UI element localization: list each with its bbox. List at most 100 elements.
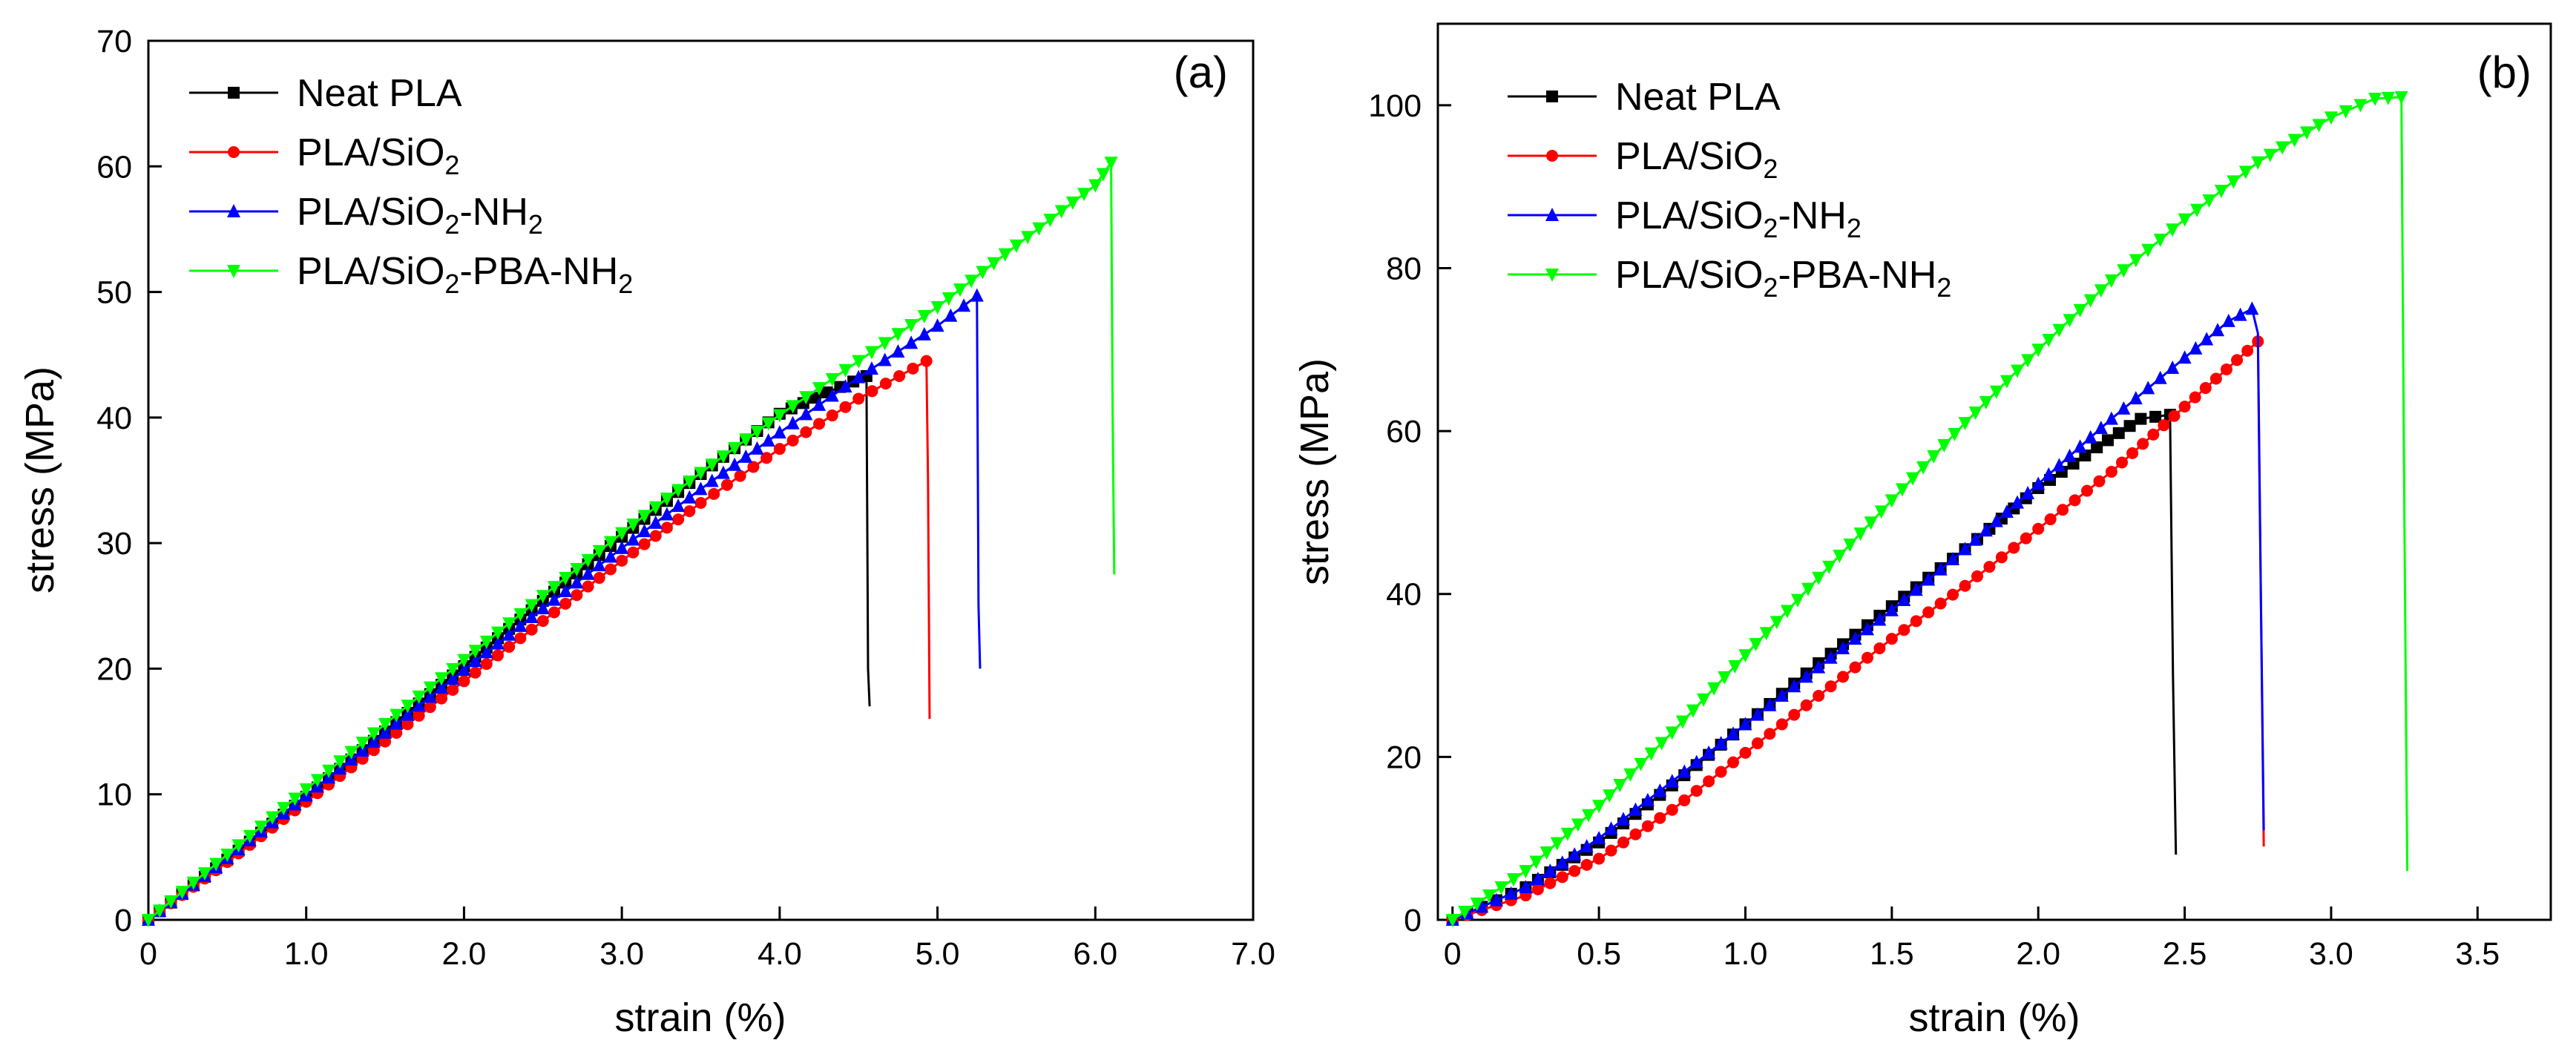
y-tick-label: 50: [96, 275, 132, 311]
panel-a-pla-sio2-pba-nh2-point: [435, 672, 449, 686]
y-tick-label: 80: [1386, 251, 1422, 286]
panel-a-pla-sio2-nh2-point: [694, 481, 708, 496]
panel-b-pla-sio2-pba-nh2-point: [1874, 505, 1888, 519]
panel-a-pla-sio2-point: [401, 718, 414, 731]
panel-b-chart: (b) strain (%) stress (MPa) 0 0.5 1.0 1.5 2.…: [1292, 22, 2552, 1040]
panel-a-pla-sio2-point: [436, 692, 448, 705]
panel-b-pla-sio2-nh2-point: [1629, 802, 1643, 816]
x-tick-label: 3.0: [599, 936, 644, 972]
panel-a-pla-sio2-pba-nh2-point: [1077, 188, 1091, 202]
panel-a-pla-sio2-pba-nh2-point: [390, 708, 404, 723]
panel-b-pla-sio2-point: [1813, 690, 1825, 702]
panel-b-pla-sio2-point: [2137, 438, 2149, 450]
panel-b-legend-marker-neat-pla: [1546, 90, 1558, 102]
panel-a-pla-sio2-pba-nh2-point: [864, 346, 878, 360]
panel-b-pla-sio2-nh2-point: [2178, 350, 2192, 364]
panel-a-pla-sio2-point: [813, 418, 826, 430]
panel-b-pla-sio2-nh2-point: [1775, 688, 1789, 702]
panel-a-pla-sio2-pba-nh2-point: [164, 895, 178, 909]
x-tick-label: 1.0: [284, 936, 329, 972]
panel-b-pla-sio2-pba-nh2-point: [2073, 303, 2087, 317]
panel-b-pla-sio2-pba-nh2-point: [1470, 898, 1484, 912]
panel-b-pla-sio2-pba-nh2-point: [1529, 855, 1543, 869]
panel-a-pla-sio2-pba-nh2-point: [825, 372, 839, 386]
panel-a-pla-sio2-nh2-point: [479, 645, 493, 659]
panel-b-pla-sio2-point: [1971, 570, 1983, 582]
panel-b-pla-sio2-point: [2178, 401, 2191, 413]
panel-a-pla-sio2-point: [920, 355, 933, 367]
panel-b-pla-sio2-point: [1898, 624, 1910, 636]
panel-a-pla-sio2-pba-nh2-point: [592, 544, 606, 559]
panel-a-pla-sio2-nh2-point: [637, 524, 651, 538]
x-tick-label: 1.0: [1724, 936, 1768, 972]
panel-b-series-layer: [1445, 90, 2409, 927]
panel-b-pla-sio2-pba-nh2-point: [2021, 354, 2035, 368]
panel-a-pla-sio2-pba-nh2-point: [930, 300, 944, 315]
panel-b-pla-sio2-pba-nh2-point: [1885, 494, 1899, 508]
panel-a-pla-sio2-nh2-point: [648, 515, 663, 529]
panel-a-pla-sio2-point: [720, 478, 733, 491]
panel-a-pla-sio2-pba-nh2-point: [683, 475, 697, 489]
panel-a-pla-sio2-point: [593, 572, 605, 585]
panel-b-pla-sio2-nh2-point: [2011, 495, 2025, 509]
panel-b-pla-sio2-nh2-point: [2000, 504, 2014, 519]
panel-a-pla-sio2-pba-nh2-point: [998, 248, 1012, 262]
panel-b-pla-sio2-nh2-point: [2042, 467, 2056, 481]
panel-a-pla-sio2-nh2-point: [716, 465, 730, 479]
panel-a-pla-sio2-nh2-point: [838, 379, 852, 393]
panel-a-pla-sio2-nh2-point: [525, 610, 539, 624]
panel-a-pla-sio2-nh2-point: [917, 326, 931, 340]
panel-b-pla-sio2-nh2-point: [1640, 792, 1655, 806]
panel-b-pla-sio2-point: [2105, 466, 2117, 478]
panel-b-pla-sio2-point: [1593, 852, 1606, 865]
panel-a-legend-marker-pla-sio2: [228, 146, 240, 158]
panel-a-pla-sio2-pba-nh2-point: [367, 727, 381, 741]
y-tick-label: 40: [96, 401, 132, 436]
panel-a-pla-sio2-nh2-point: [891, 343, 905, 358]
panel-a-pla-sio2-point: [559, 597, 572, 610]
panel-b-pla-sio2-nh2-point: [2031, 476, 2046, 490]
panel-a-pla-sio2-pba-nh2-point: [705, 458, 719, 473]
panel-a-pla-sio2-nh2-point: [626, 532, 640, 546]
panel-b-pla-sio2-point: [1800, 699, 1813, 711]
panel-b-neat-pla-point: [2091, 441, 2103, 454]
x-tick-label: 0: [1444, 936, 1462, 972]
panel-a-pla-sio2-nh2-point: [559, 583, 573, 597]
panel-a-pla-sio2-pba-nh2-point: [243, 829, 257, 843]
panel-b-pla-sio2-pba-nh2-point: [2287, 134, 2301, 148]
panel-b-pla-sio2-pba-nh2-point: [1482, 889, 1496, 904]
panel-b-pla-sio2-nh2-point: [1873, 612, 1887, 626]
panel-b-legend-label-pla-sio2-nh2: PLA/SiO2-NH2: [1615, 194, 1862, 243]
panel-a-pla-sio2-nh2-point: [786, 415, 800, 430]
panel-a-pla-sio2-pba-nh2-point: [603, 536, 617, 550]
panel-b-pla-sio2-point: [1678, 794, 1691, 806]
panel-a-pla-sio2-point: [907, 362, 919, 375]
panel-b-neat-pla-point: [2123, 420, 2136, 432]
panel-a-pla-sio2-pba-nh2-point: [694, 467, 708, 481]
panel-b-pla-sio2-nh2-point: [1860, 622, 1874, 636]
panel-b-pla-sio2-pba-nh2-point: [1812, 571, 1826, 585]
panel-b-pla-sio2-pba-nh2-point: [2300, 126, 2314, 140]
panel-a-pla-sio2-pba-nh2-point: [1021, 231, 1035, 245]
panel-b-pla-sio2-point: [1739, 746, 1752, 759]
panel-a-pla-sio2-point: [694, 496, 707, 509]
panel-a-pla-sio2-point: [424, 701, 436, 714]
panel-b-pla-sio2-point: [1605, 844, 1617, 857]
panel-b-pla-sio2-point: [2093, 475, 2106, 487]
panel-b-pla-sio2-pba-nh2-point: [1560, 827, 1574, 841]
panel-a-pla-sio2-point: [786, 434, 799, 447]
panel-a-pla-sio2-pba-nh2-point: [186, 876, 200, 890]
panel-a-pla-sio2-point: [760, 452, 773, 464]
panel-a-pla-sio2-pba-nh2-point: [786, 400, 800, 414]
panel-b-pla-sio2-point: [1788, 708, 1801, 721]
panel-b-pla-sio2-pba-nh2-point: [1445, 914, 1459, 927]
panel-b-pla-sio2-point: [1947, 588, 1959, 601]
panel-b-pla-sio2-nh2-point: [1726, 726, 1741, 740]
panel-a-pla-sio2-point: [525, 623, 538, 636]
panel-b-pla-sio2-pba-nh2-point: [1655, 737, 1669, 751]
y-tick-label: 0: [1404, 903, 1422, 938]
panel-b-pla-sio2-pba-nh2-point: [1906, 472, 1920, 486]
panel-b-neat-pla-point: [2149, 410, 2162, 423]
panel-a-pla-sio2-pba-nh2-point: [772, 409, 786, 423]
y-tick-label: 10: [96, 777, 132, 813]
